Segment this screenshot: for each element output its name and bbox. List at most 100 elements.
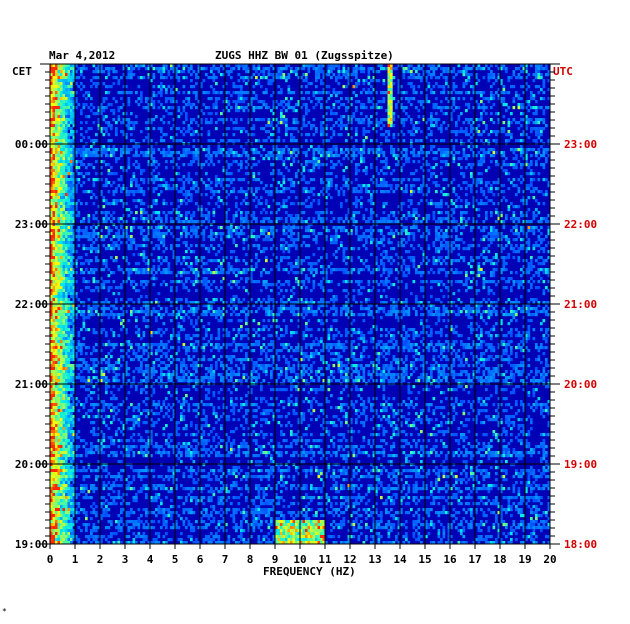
heatmap-cell [80,127,83,131]
heatmap-cell [487,76,491,80]
heatmap-cell [217,199,221,203]
heatmap-cell [377,229,381,233]
heatmap-cell [250,76,253,80]
heatmap-cell [75,190,78,194]
heatmap-cell [135,181,138,185]
heatmap-cell [252,97,256,101]
heatmap-cell [405,112,408,116]
heatmap-cell [372,229,376,233]
heatmap-cell [80,160,83,164]
heatmap-cell [487,100,491,104]
heatmap-cell [425,229,428,233]
heatmap-cell [390,70,393,74]
heatmap-cell [245,253,248,257]
heatmap-cell [95,67,98,71]
heatmap-cell [272,226,276,230]
heatmap-cell [440,127,443,131]
heatmap-cell [75,100,78,104]
heatmap-cell [387,106,391,110]
heatmap-cell [520,238,523,242]
heatmap-cell [100,130,103,134]
heatmap-cell [60,85,63,89]
heatmap-cell [452,208,456,212]
heatmap-cell [62,64,66,68]
heatmap-cell [232,250,236,254]
heatmap-cell [495,163,498,167]
heatmap-cell [365,247,368,251]
heatmap-cell [397,220,401,224]
heatmap-cell [50,82,53,86]
heatmap-cell [397,211,401,215]
heatmap-cell [245,154,248,158]
heatmap-cell [137,64,141,68]
heatmap-cell [442,121,446,125]
heatmap-cell [255,238,258,242]
heatmap-cell [382,220,386,224]
heatmap-cell [287,250,291,254]
heatmap-cell [72,175,76,179]
heatmap-cell [290,232,293,236]
heatmap-cell [530,97,533,101]
heatmap-cell [110,109,113,113]
heatmap-cell [250,214,253,218]
heatmap-cell [405,70,408,74]
heatmap-cell [417,67,421,71]
heatmap-cell [170,100,173,104]
heatmap-cell [342,85,346,89]
heatmap-cell [70,253,73,257]
heatmap-cell [242,148,246,152]
heatmap-cell [67,115,71,119]
heatmap-cell [242,64,246,68]
heatmap-cell [405,232,408,236]
heatmap-cell [227,127,231,131]
heatmap-cell [175,70,178,74]
heatmap-cell [357,118,361,122]
heatmap-cell [207,247,211,251]
heatmap-cell [177,205,181,209]
heatmap-cell [210,139,213,143]
heatmap-cell [450,91,453,95]
heatmap-cell [412,88,416,92]
heatmap-cell [332,91,336,95]
heatmap-cell [160,184,163,188]
heatmap-cell [135,121,138,125]
heatmap-cell [165,217,168,221]
heatmap-cell [72,73,76,77]
heatmap-cell [130,127,133,131]
heatmap-cell [390,241,393,245]
heatmap-cell [160,130,163,134]
heatmap-cell [227,103,231,107]
heatmap-cell [245,82,248,86]
heatmap-cell [67,148,71,152]
heatmap-cell [305,151,308,155]
heatmap-cell [370,232,373,236]
heatmap-cell [477,106,481,110]
heatmap-cell [212,238,216,242]
heatmap-cell [192,151,196,155]
heatmap-cell [220,91,223,95]
heatmap-cell [375,130,378,134]
heatmap-cell [452,220,456,224]
heatmap-cell [460,139,463,143]
heatmap-cell [265,256,268,260]
heatmap-cell [177,139,181,143]
heatmap-cell [210,97,213,101]
heatmap-cell [255,148,258,152]
heatmap-cell [205,106,208,110]
heatmap-cell [480,160,483,164]
heatmap-cell [465,193,468,197]
heatmap-cell [435,82,438,86]
heatmap-cell [260,85,263,89]
heatmap-cell [525,241,528,245]
heatmap-cell [412,85,416,89]
heatmap-cell [57,154,61,158]
heatmap-cell [52,229,56,233]
heatmap-cell [440,247,443,251]
heatmap-cell [67,64,71,68]
heatmap-cell [205,184,208,188]
heatmap-cell [67,178,71,182]
heatmap-cell [110,67,113,71]
heatmap-cell [485,181,488,185]
heatmap-cell [67,97,71,101]
heatmap-cell [105,115,108,119]
